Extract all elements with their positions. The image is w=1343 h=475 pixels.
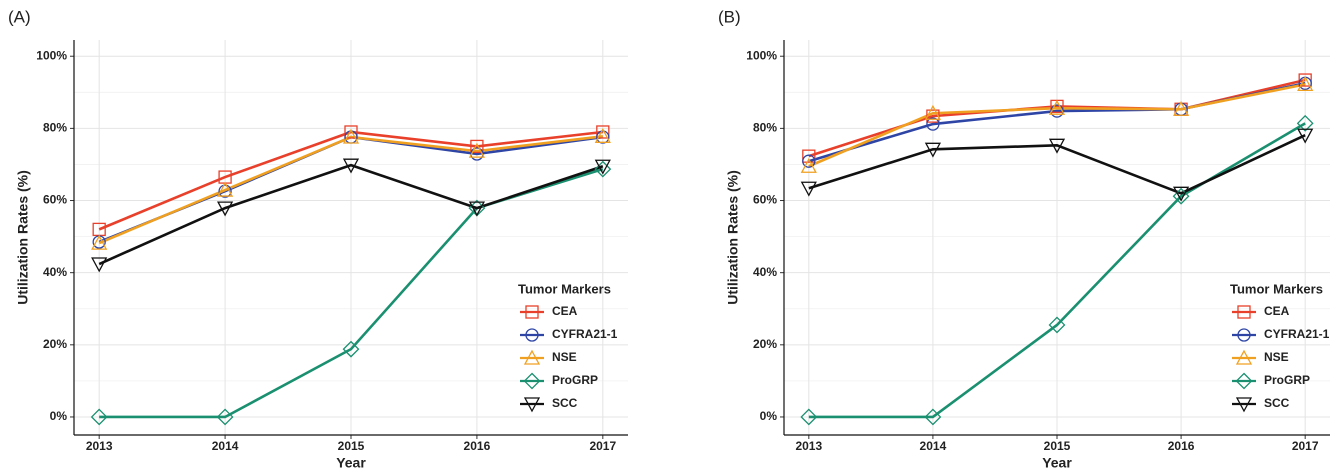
legend-label: CEA — [552, 304, 578, 318]
marker — [1048, 316, 1066, 334]
y-tick-label: 80% — [43, 121, 67, 135]
marker — [594, 159, 611, 175]
marker — [800, 157, 817, 173]
y-tick-label: 0% — [760, 409, 778, 423]
marker — [800, 408, 818, 426]
panel-label: (B) — [718, 7, 741, 26]
legend-marker — [523, 372, 541, 390]
marker — [342, 158, 360, 174]
marker — [1048, 99, 1066, 115]
series-line — [808, 122, 1306, 419]
marker — [218, 184, 232, 198]
marker — [926, 117, 940, 131]
x-tick-label: 2017 — [589, 439, 616, 453]
y-tick-label: 40% — [43, 265, 67, 279]
marker — [468, 201, 485, 217]
series-line — [98, 135, 603, 245]
legend-marker — [523, 397, 541, 413]
marker — [1172, 187, 1190, 205]
marker — [1173, 186, 1190, 202]
marker — [342, 128, 360, 144]
legend-label: ProGRP — [1264, 373, 1310, 387]
legend-label: CYFRA21-1 — [1264, 327, 1330, 341]
legend-marker — [525, 328, 539, 342]
legend-label: CYFRA21-1 — [552, 327, 618, 341]
marker — [217, 181, 234, 197]
series-line — [98, 130, 603, 231]
legend-marker — [523, 349, 541, 365]
marker — [344, 125, 358, 139]
x-tick-label: 2014 — [920, 439, 947, 453]
y-tick-label: 0% — [50, 409, 68, 423]
legend-title: Tumor Markers — [518, 281, 611, 296]
marker — [468, 142, 485, 158]
x-axis-label: Year — [1042, 455, 1072, 471]
x-tick-label: 2016 — [1168, 439, 1195, 453]
marker — [91, 257, 108, 273]
y-tick-label: 20% — [43, 337, 67, 351]
series-line — [98, 163, 604, 266]
x-tick-label: 2016 — [464, 439, 491, 453]
marker — [802, 154, 816, 168]
legend-marker — [1237, 328, 1251, 342]
marker — [596, 125, 610, 139]
y-tick-label: 40% — [753, 265, 777, 279]
marker — [1296, 114, 1314, 132]
marker — [342, 340, 360, 358]
marker — [470, 139, 484, 154]
panel-label: (A) — [8, 7, 31, 26]
y-tick-label: 20% — [753, 337, 777, 351]
marker — [1297, 75, 1314, 92]
marker — [924, 104, 941, 120]
marker — [1297, 128, 1314, 144]
legend-marker — [525, 305, 539, 319]
y-axis-label: Utilization Rates (%) — [15, 170, 31, 305]
x-tick-label: 2013 — [795, 439, 822, 453]
marker — [924, 408, 942, 426]
legend-label: SCC — [1264, 396, 1290, 410]
legend-label: ProGRP — [552, 373, 598, 387]
marker — [91, 234, 108, 250]
legend-label: NSE — [1264, 350, 1289, 364]
y-axis-label: Utilization Rates (%) — [725, 170, 741, 305]
legend-marker — [1237, 305, 1251, 319]
y-tick-label: 100% — [746, 48, 777, 62]
series-line — [808, 134, 1306, 195]
legend-title: Tumor Markers — [1230, 281, 1323, 296]
chart-panel: (A) 0% 20% 40% 60% 80% 100% 2013 2014 2015 2016 201… — [8, 7, 628, 471]
marker — [594, 160, 612, 178]
y-tick-label: 100% — [36, 48, 67, 62]
y-tick-label: 60% — [43, 193, 67, 207]
marker — [1048, 138, 1066, 154]
x-tick-label: 2017 — [1292, 439, 1319, 453]
marker — [802, 149, 816, 163]
x-tick-label: 2014 — [212, 439, 239, 453]
chart-panel: (B) 0% 20% 40% 60% 80% 100% 2013 2014 2015 2016 201… — [718, 7, 1330, 471]
marker — [216, 408, 234, 426]
y-tick-label: 80% — [753, 121, 777, 135]
marker — [800, 181, 817, 197]
legend-marker — [1235, 349, 1253, 365]
marker — [1298, 73, 1312, 87]
marker — [594, 127, 611, 143]
marker — [217, 201, 234, 217]
x-axis-label: Year — [336, 455, 366, 471]
marker — [596, 130, 610, 144]
legend-marker — [1235, 397, 1253, 413]
marker — [924, 142, 941, 158]
legend-label: CEA — [1264, 304, 1290, 318]
legend-label: SCC — [552, 396, 578, 410]
y-tick-label: 60% — [753, 193, 777, 207]
x-tick-label: 2013 — [86, 439, 113, 453]
x-tick-label: 2015 — [338, 439, 365, 453]
marker — [90, 408, 108, 426]
series-line — [808, 83, 1306, 168]
legend-label: NSE — [552, 350, 577, 364]
x-tick-label: 2015 — [1044, 439, 1071, 453]
marker — [1173, 100, 1190, 116]
legend-marker — [1235, 372, 1253, 390]
